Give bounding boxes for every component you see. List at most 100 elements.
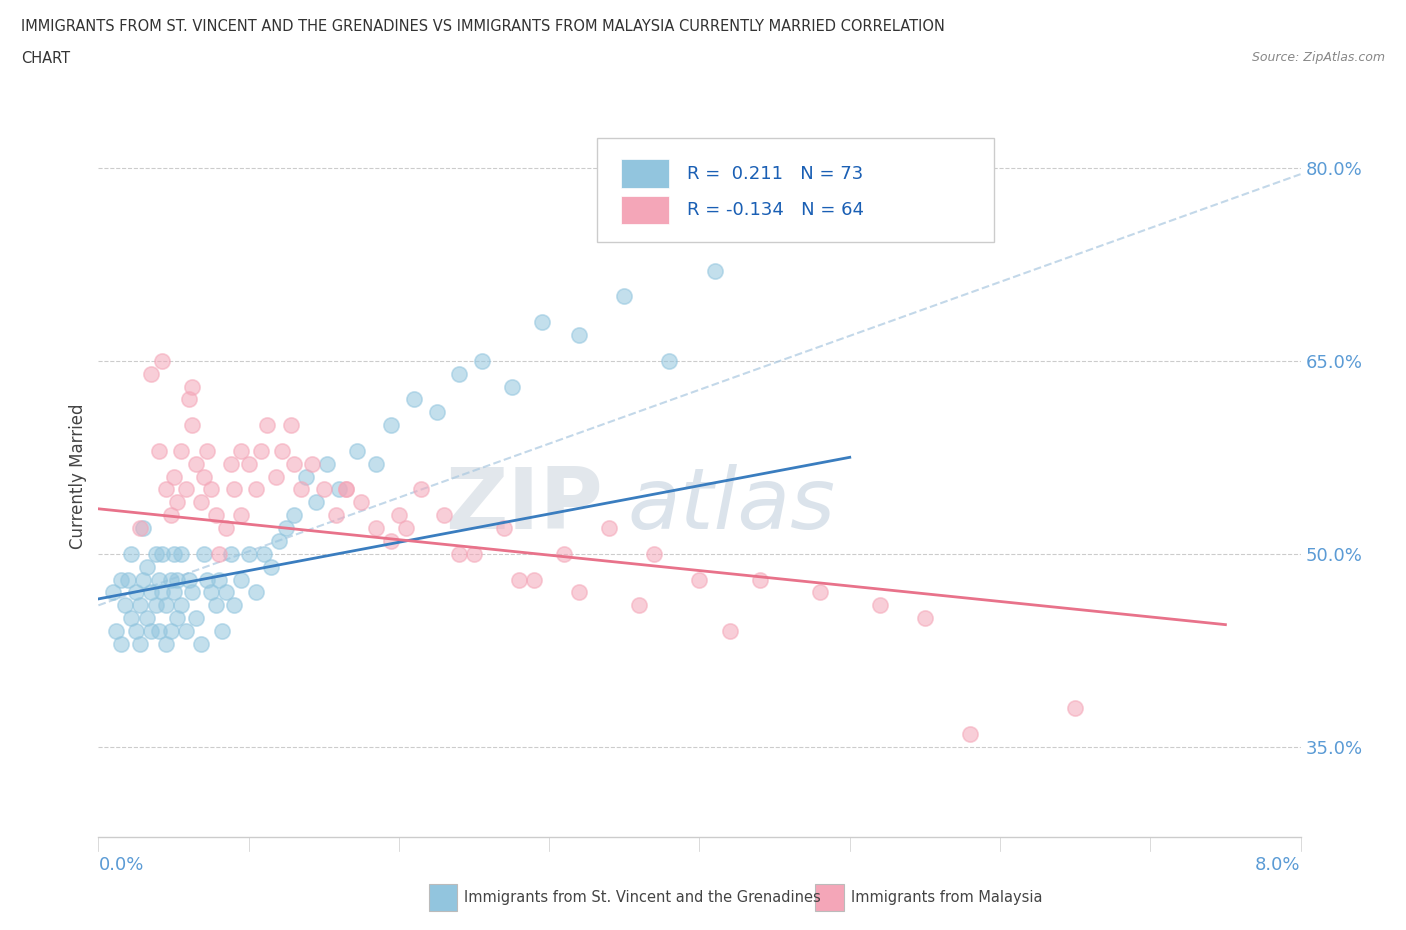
Point xyxy=(139,585,162,600)
Point xyxy=(276,521,298,536)
Text: CHART: CHART xyxy=(21,51,70,66)
Point xyxy=(148,572,170,587)
Point xyxy=(380,534,402,549)
Point xyxy=(380,418,402,432)
Point xyxy=(193,547,215,562)
Point xyxy=(411,482,433,497)
Point xyxy=(425,405,447,419)
Point xyxy=(170,598,193,613)
Point xyxy=(139,366,162,381)
Point xyxy=(159,624,181,639)
Text: Source: ZipAtlas.com: Source: ZipAtlas.com xyxy=(1251,51,1385,64)
Text: R = -0.134   N = 64: R = -0.134 N = 64 xyxy=(688,201,865,219)
Point xyxy=(180,418,202,432)
Point xyxy=(132,572,155,587)
Text: atlas: atlas xyxy=(627,464,835,547)
Point xyxy=(195,572,218,587)
Point xyxy=(238,457,260,472)
Point xyxy=(869,598,891,613)
Point xyxy=(501,379,523,394)
Point xyxy=(162,470,184,485)
Point xyxy=(155,482,177,497)
Point xyxy=(249,444,271,458)
Point xyxy=(366,457,388,472)
Y-axis label: Currently Married: Currently Married xyxy=(69,404,87,550)
Point xyxy=(402,392,425,406)
Point xyxy=(110,636,132,651)
Point xyxy=(215,521,238,536)
Point xyxy=(253,547,276,562)
Point xyxy=(150,353,173,368)
Point xyxy=(159,508,181,523)
Point xyxy=(350,495,373,510)
Point xyxy=(305,495,328,510)
Point xyxy=(200,585,222,600)
Text: IMMIGRANTS FROM ST. VINCENT AND THE GRENADINES VS IMMIGRANTS FROM MALAYSIA CURRE: IMMIGRANTS FROM ST. VINCENT AND THE GREN… xyxy=(21,19,945,33)
Point xyxy=(568,327,591,342)
Point xyxy=(195,444,218,458)
Point xyxy=(523,572,546,587)
Point xyxy=(145,598,167,613)
Point xyxy=(245,482,267,497)
Point xyxy=(231,572,253,587)
Point xyxy=(283,457,305,472)
Point xyxy=(150,547,173,562)
Bar xyxy=(621,195,669,224)
Point xyxy=(264,470,287,485)
Point xyxy=(208,547,231,562)
Point xyxy=(135,559,157,574)
Point xyxy=(193,470,215,485)
Point xyxy=(148,444,170,458)
Point xyxy=(395,521,418,536)
Point xyxy=(260,559,283,574)
Point xyxy=(190,636,212,651)
Point xyxy=(177,572,200,587)
Point xyxy=(748,572,770,587)
Text: ZIP: ZIP xyxy=(446,464,603,547)
Point xyxy=(105,624,128,639)
Point xyxy=(155,598,177,613)
Point xyxy=(245,585,267,600)
Point xyxy=(598,521,620,536)
Point xyxy=(180,379,202,394)
Point xyxy=(219,457,242,472)
Point xyxy=(494,521,516,536)
Point xyxy=(177,392,200,406)
Text: 8.0%: 8.0% xyxy=(1256,857,1301,874)
Point xyxy=(222,598,245,613)
Text: 0.0%: 0.0% xyxy=(98,857,143,874)
Point xyxy=(222,482,245,497)
Point xyxy=(103,585,125,600)
Point xyxy=(703,263,725,278)
Point xyxy=(267,534,290,549)
Point xyxy=(162,547,184,562)
Point xyxy=(658,353,681,368)
Point xyxy=(689,572,711,587)
Point xyxy=(204,598,226,613)
Point xyxy=(159,572,181,587)
Point xyxy=(328,482,350,497)
Text: R =  0.211   N = 73: R = 0.211 N = 73 xyxy=(688,165,863,183)
Point xyxy=(315,457,337,472)
Point xyxy=(129,636,152,651)
Point xyxy=(121,547,143,562)
Point xyxy=(170,547,193,562)
Point xyxy=(174,624,197,639)
Point xyxy=(808,585,831,600)
Point xyxy=(129,598,152,613)
Point xyxy=(180,585,202,600)
Point xyxy=(471,353,494,368)
Text: Immigrants from Malaysia: Immigrants from Malaysia xyxy=(851,890,1042,905)
Point xyxy=(148,624,170,639)
Point xyxy=(174,482,197,497)
Point xyxy=(335,482,357,497)
FancyBboxPatch shape xyxy=(598,138,994,243)
Point xyxy=(135,611,157,626)
Point xyxy=(346,444,368,458)
Point xyxy=(270,444,292,458)
Point xyxy=(290,482,312,497)
Point xyxy=(166,495,188,510)
Point xyxy=(219,547,242,562)
Point xyxy=(568,585,591,600)
Point xyxy=(366,521,388,536)
